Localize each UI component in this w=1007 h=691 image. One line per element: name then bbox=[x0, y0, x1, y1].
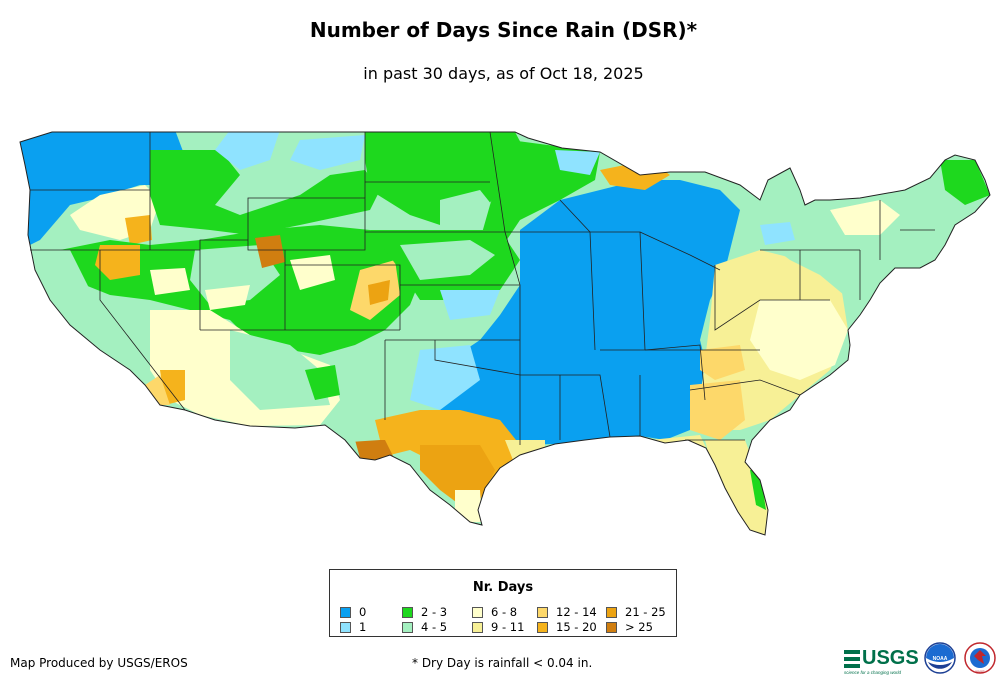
legend-item: 1 bbox=[340, 620, 366, 634]
nws-logo: NWS bbox=[964, 642, 996, 674]
legend-swatch bbox=[606, 621, 617, 633]
footnote-text: * Dry Day is rainfall < 0.04 in. bbox=[412, 656, 593, 670]
legend-swatch bbox=[472, 606, 483, 618]
agency-logos: USGS science for a changing world NOAA N… bbox=[844, 642, 996, 675]
legend-label: 4 - 5 bbox=[421, 620, 448, 634]
noaa-logo: NOAA bbox=[924, 642, 956, 674]
legend-label: > 25 bbox=[625, 620, 653, 634]
dsr-map bbox=[19, 131, 991, 536]
legend-label: 2 - 3 bbox=[421, 605, 448, 619]
legend-swatch bbox=[340, 606, 351, 618]
legend-item: > 25 bbox=[606, 620, 653, 634]
legend-item: 9 - 11 bbox=[472, 620, 524, 634]
legend-swatch bbox=[340, 621, 351, 633]
legend-label: 1 bbox=[359, 620, 367, 634]
legend-title: Nr. Days bbox=[472, 580, 534, 595]
legend-swatch bbox=[472, 621, 483, 633]
legend-label: 0 bbox=[359, 605, 367, 619]
legend-item: 2 - 3 bbox=[402, 605, 447, 619]
legend-item: 0 bbox=[340, 605, 366, 619]
legend-swatch bbox=[537, 621, 548, 633]
legend-swatch bbox=[606, 606, 617, 618]
noaa-logo-text: NOAA bbox=[933, 656, 948, 662]
legend-swatch bbox=[402, 621, 413, 633]
legend-item: 6 - 8 bbox=[472, 605, 517, 619]
legend-swatch bbox=[537, 606, 548, 618]
map-subtitle: in past 30 days, as of Oct 18, 2025 bbox=[363, 64, 644, 83]
usgs-logo: USGS science for a changing world bbox=[844, 647, 919, 675]
legend-label: 9 - 11 bbox=[491, 620, 525, 634]
legend-item: 4 - 5 bbox=[402, 620, 447, 634]
legend-swatch bbox=[402, 606, 413, 618]
legend-item: 15 - 20 bbox=[537, 620, 597, 634]
legend-label: 6 - 8 bbox=[491, 605, 518, 619]
dsr-shading bbox=[20, 132, 990, 535]
state-boundaries bbox=[30, 131, 935, 445]
legend-label: 21 - 25 bbox=[625, 605, 666, 619]
map-title: Number of Days Since Rain (DSR)* bbox=[309, 18, 698, 42]
legend-item: 12 - 14 bbox=[537, 605, 597, 619]
legend-label: 12 - 14 bbox=[556, 605, 597, 619]
credit-text: Map Produced by USGS/EROS bbox=[10, 656, 188, 670]
legend-item: 21 - 25 bbox=[606, 605, 666, 619]
legend-label: 15 - 20 bbox=[556, 620, 597, 634]
usgs-logo-text: USGS bbox=[862, 647, 919, 669]
nws-logo-text: NWS bbox=[975, 669, 985, 674]
usgs-tagline: science for a changing world bbox=[844, 670, 902, 675]
